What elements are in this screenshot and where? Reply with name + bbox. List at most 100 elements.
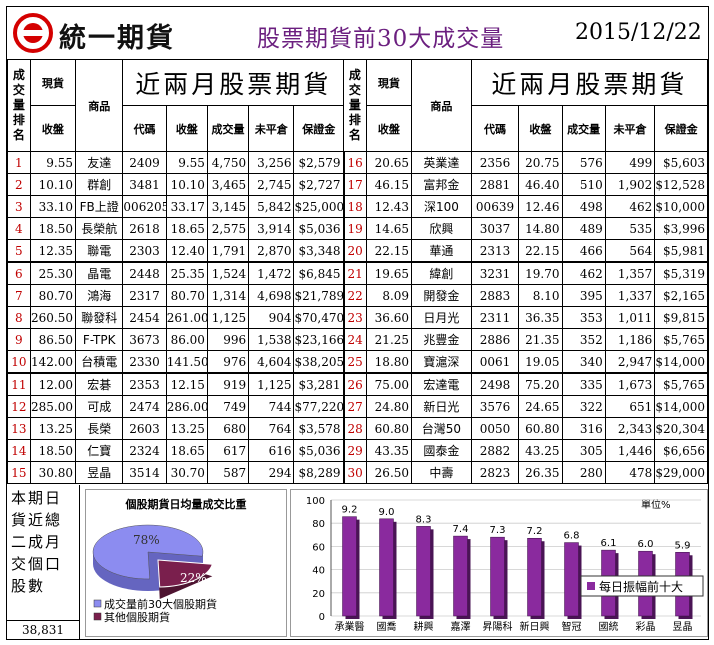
- table-row: 5 12.35 聯電 2303 12.40 1,791 2,870 $3,348 20 22.15…: [7, 239, 708, 263]
- cell-spot: 60.80: [365, 417, 413, 440]
- bar: [342, 516, 357, 617]
- cell-rank: 17: [343, 173, 367, 196]
- cell-margin: $5,765: [654, 328, 708, 351]
- table-row: 3 33.10 FB上證 006205 33.17 3,145 5,842 $25,000 18…: [7, 195, 708, 218]
- cell-code: 2454: [122, 306, 167, 329]
- cell-code: 2303: [122, 239, 167, 263]
- pie-chart-box: 個股期貨日均量成交比重 78% 22% 成交量前30大個股期貨 其他個股期貨: [85, 489, 287, 637]
- cell-margin: $2,165: [654, 284, 708, 307]
- oi-header: 未平倉: [248, 105, 295, 152]
- x-tick-label: 新日興: [520, 620, 550, 633]
- cell-name: 可成: [75, 395, 124, 418]
- cell-close: 43.25: [518, 439, 563, 462]
- cell-oi: 462: [604, 195, 656, 218]
- cell-rank: 30: [343, 461, 367, 484]
- cell-code: 2409: [122, 151, 167, 174]
- oi-header: 未平倉: [604, 105, 656, 152]
- table-row: 1 9.55 友達 2409 9.55 4,750 3,256 $2,579 16 20.65 英業…: [7, 151, 708, 174]
- x-tick-label: 國喬: [377, 620, 397, 633]
- cell-name: 欣興: [411, 217, 472, 240]
- cell-rank: 26: [343, 372, 367, 396]
- pie-legend-label: 成交量前30大個股期貨: [104, 597, 217, 611]
- cell-rank: 22: [343, 284, 367, 307]
- cell-code: 2823: [470, 461, 520, 484]
- cell-spot: 18.50: [29, 217, 77, 240]
- bar-legend-box: [580, 575, 704, 597]
- cell-name: 兆豐金: [411, 328, 472, 351]
- cell-close: 12.46: [518, 195, 563, 218]
- cell-vol: 976: [206, 350, 250, 374]
- cell-rank: 27: [343, 395, 367, 418]
- x-tick-label: 承業醫: [335, 620, 365, 633]
- pie-legend-swatch: [93, 612, 102, 621]
- cell-name: 宏達電: [411, 372, 472, 396]
- cell-oi: 651: [604, 395, 656, 418]
- cell-name: 國泰金: [411, 439, 472, 462]
- spot-close-header: 收盤: [29, 105, 77, 152]
- summary-value: 38,831: [7, 620, 79, 639]
- cell-margin: $14,000: [654, 350, 708, 374]
- cell-oi: 1,446: [604, 439, 656, 462]
- cell-code: 2603: [122, 417, 167, 440]
- cell-code: 0050: [470, 417, 520, 440]
- cell-vol: 749: [206, 395, 250, 418]
- cell-close: 18.65: [165, 217, 208, 240]
- cell-margin: $5,603: [654, 151, 708, 174]
- report-header: 統一期貨 股票期貨前30大成交量 2015/12/22: [7, 7, 708, 59]
- cell-code: 2883: [470, 284, 520, 307]
- cell-margin: $10,000: [654, 195, 708, 218]
- cell-rank: 1: [7, 151, 31, 174]
- table-row: 9 86.50 F-TPK 3673 86.00 996 1,538 $23,166 24 21.…: [7, 328, 708, 351]
- cell-vol: 617: [206, 439, 250, 462]
- pie-legend-label: 其他個股期貨: [104, 610, 170, 624]
- product-header: 商品: [75, 59, 124, 152]
- bar-chart: 單位% 0 20 40 60 80 100 9.2 承業醫 9.0 國喬 8.3 耕興 7.4 嘉澤 7.3 昇…: [306, 496, 704, 633]
- brand-name: 統一期貨: [59, 23, 175, 54]
- bar-value-label: 8.3: [416, 514, 432, 525]
- cell-rank: 12: [7, 395, 31, 418]
- cell-code: 2330: [122, 350, 167, 374]
- cell-oi: 2,343: [604, 417, 656, 440]
- cell-name: 台積電: [75, 350, 124, 374]
- cell-spot: 43.35: [365, 439, 413, 462]
- cell-vol: 352: [561, 328, 606, 351]
- bar-value-label: 6.8: [564, 531, 580, 542]
- cell-oi: 1,472: [248, 261, 295, 285]
- cell-rank: 20: [343, 239, 367, 263]
- table-row: 2 10.10 群創 3481 10.10 3,465 2,745 $2,727 17 46.15…: [7, 173, 708, 196]
- section-title: 近兩月股票期貨: [122, 59, 345, 106]
- cell-code: 00639: [470, 195, 520, 218]
- cell-close: 26.35: [518, 461, 563, 484]
- table-row: 14 18.50 仁寶 2324 18.65 617 616 $5,036 29 43.35 國泰金…: [7, 439, 708, 462]
- cell-code: 2317: [122, 284, 167, 307]
- cell-close: 19.05: [518, 350, 563, 374]
- cell-margin: $3,578: [293, 417, 345, 440]
- cell-margin: $5,319: [654, 261, 708, 285]
- cell-vol: 1,791: [206, 239, 250, 263]
- table-row: 10 142.00 台積電 2330 141.50 976 4,604 $38,205 25 18…: [7, 350, 708, 374]
- cell-spot: 285.00: [29, 395, 77, 418]
- cell-close: 14.80: [518, 217, 563, 240]
- cell-margin: $23,166: [293, 328, 345, 351]
- cell-name: FB上證: [75, 195, 124, 218]
- cell-vol: 280: [561, 461, 606, 484]
- cell-rank: 7: [7, 284, 31, 307]
- cell-code: 3673: [122, 328, 167, 351]
- cell-oi: 616: [248, 439, 295, 462]
- cell-code: 3481: [122, 173, 167, 196]
- cell-oi: 1,125: [248, 372, 295, 396]
- rank-header: 成交量排名: [343, 59, 367, 152]
- cell-name: 長榮航: [75, 217, 124, 240]
- cell-margin: $25,000: [293, 195, 345, 218]
- cell-spot: 260.50: [29, 306, 77, 329]
- cell-close: 21.35: [518, 328, 563, 351]
- cell-spot: 20.65: [365, 151, 413, 174]
- cell-code: 2311: [470, 306, 520, 329]
- cell-close: 286.00: [165, 395, 208, 418]
- cell-rank: 15: [7, 461, 31, 484]
- bar: [416, 526, 431, 617]
- x-tick-label: 彩晶: [636, 621, 656, 633]
- cell-name: 昱晶: [75, 461, 124, 484]
- cell-name: 深100: [411, 195, 472, 218]
- cell-close: 8.10: [518, 284, 563, 307]
